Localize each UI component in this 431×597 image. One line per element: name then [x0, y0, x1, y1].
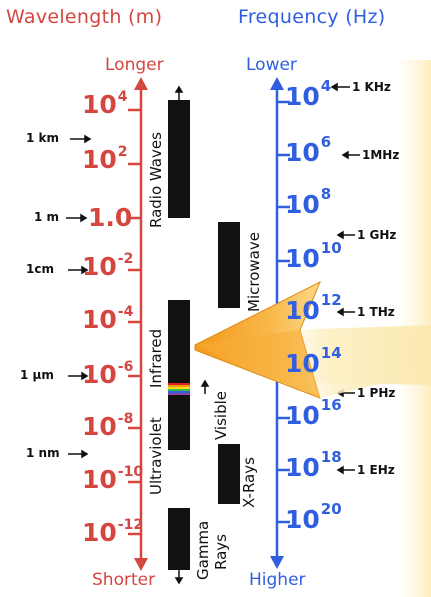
wavelength-title: Wavelength (m)	[6, 6, 163, 28]
wavelength-tick-label: 104	[82, 89, 128, 119]
frequency-tick-label: 1020	[285, 500, 342, 534]
visible-pointer-arrow	[194, 280, 431, 399]
wavelength-tick-label: 10-10	[82, 464, 144, 494]
frequency-annotation-1khz: 1 KHz	[352, 80, 391, 94]
frequency-annotation-1ehz: 1 EHz	[357, 463, 395, 477]
gamma-band-bar	[168, 508, 190, 570]
wavelength-annotation-1cm: 1cm	[26, 262, 54, 276]
wavelength-tick-label: 10-8	[82, 411, 134, 441]
wavelength-annotation-1km: 1 km	[26, 131, 60, 145]
frequency-tick-label: 1016	[285, 396, 342, 430]
microwave-band-bar	[218, 222, 240, 308]
wavelength-axis-line	[134, 77, 148, 571]
infrared-label: Infrared	[147, 328, 165, 388]
visible-spectrum-strip	[168, 383, 190, 395]
frequency-title: Frequency (Hz)	[238, 6, 386, 28]
frequency-tick-label: 1018	[285, 448, 342, 482]
wavelength-tick-label: 102	[82, 144, 128, 174]
frequency-tick-label: 1012	[285, 291, 342, 325]
wavelength-tick-label: 1.0	[88, 203, 133, 232]
frequency-annotation-1phz: 1 PHz	[357, 386, 396, 400]
frequency-tick-label: 104	[285, 77, 332, 111]
ultraviolet-label: Ultraviolet	[147, 417, 165, 495]
frequency-tick-label: 108	[285, 185, 332, 219]
radio-waves-label: Radio Waves	[147, 132, 165, 228]
wavelength-shorter-label: Shorter	[92, 570, 156, 590]
gamma-label: Gamma	[194, 520, 212, 580]
wavelength-annotation-1nm: 1 nm	[26, 446, 60, 460]
wavelength-tick-label: 10-6	[82, 359, 134, 389]
frequency-annotation-1thz: 1 THz	[357, 305, 395, 319]
frequency-tick-label: 1010	[285, 239, 342, 273]
infrared-uv-band-bar	[168, 300, 190, 450]
radio-band-bar	[168, 100, 190, 218]
frequency-annotation-1mhz: 1MHz	[362, 148, 400, 162]
frequency-tick-label: 1014	[285, 344, 342, 378]
frequency-lower-label: Lower	[246, 55, 297, 75]
wavelength-tick-marks	[128, 108, 141, 536]
microwave-label: Microwave	[245, 232, 263, 312]
visible-label: Visible	[212, 391, 230, 440]
wavelength-tick-label: 10-2	[82, 251, 134, 281]
wavelength-annotation-1m: 1 m	[34, 210, 60, 224]
frequency-tick-label: 106	[285, 133, 332, 167]
wavelength-longer-label: Longer	[105, 55, 164, 75]
wavelength-tick-label: 10-12	[82, 517, 144, 547]
rays-label: Rays	[212, 534, 230, 570]
xrays-label: X-Rays	[240, 457, 258, 508]
frequency-annotation-1ghz: 1 GHz	[357, 228, 397, 242]
wavelength-annotation-arrows	[66, 134, 92, 459]
frequency-higher-label: Higher	[249, 570, 306, 590]
wavelength-tick-label: 10-4	[82, 304, 134, 334]
xray-band-bar	[218, 444, 240, 504]
band-end-markers	[174, 85, 210, 585]
wavelength-annotation-1um: 1 µm	[20, 368, 54, 382]
